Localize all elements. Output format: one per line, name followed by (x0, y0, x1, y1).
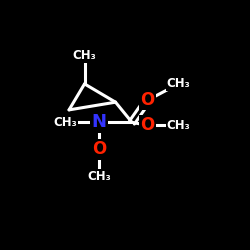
Text: CH₃: CH₃ (166, 119, 190, 132)
Text: O: O (140, 91, 154, 109)
Text: CH₃: CH₃ (73, 50, 96, 62)
Text: CH₃: CH₃ (53, 116, 77, 129)
Text: O: O (92, 140, 106, 158)
Text: CH₃: CH₃ (166, 78, 190, 90)
Text: O: O (140, 116, 154, 134)
Text: N: N (92, 114, 106, 132)
Text: CH₃: CH₃ (87, 170, 111, 183)
